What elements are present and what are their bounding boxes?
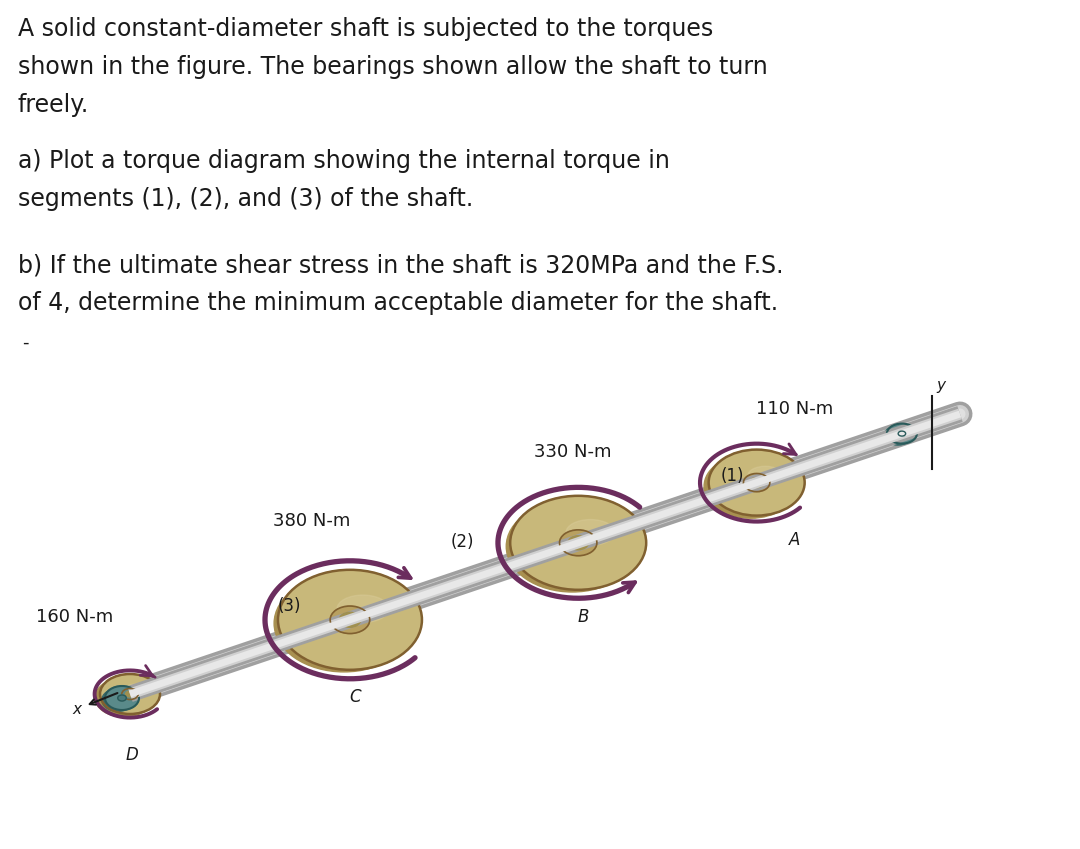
- Text: A solid constant-diameter shaft is subjected to the torques: A solid constant-diameter shaft is subje…: [18, 17, 713, 41]
- Ellipse shape: [566, 520, 615, 545]
- Ellipse shape: [887, 424, 917, 443]
- Ellipse shape: [124, 684, 146, 695]
- Text: C: C: [349, 688, 361, 706]
- Ellipse shape: [507, 501, 638, 592]
- Ellipse shape: [510, 496, 646, 590]
- Text: a) Plot a torque diagram showing the internal torque in: a) Plot a torque diagram showing the int…: [18, 149, 670, 173]
- Ellipse shape: [708, 450, 805, 515]
- Ellipse shape: [899, 431, 906, 436]
- Text: 160 N-m: 160 N-m: [37, 608, 113, 626]
- Text: freely.: freely.: [18, 93, 90, 117]
- Ellipse shape: [743, 474, 770, 492]
- Text: 380 N-m: 380 N-m: [273, 512, 351, 530]
- Ellipse shape: [559, 530, 597, 556]
- Text: x: x: [72, 702, 81, 717]
- Ellipse shape: [704, 454, 797, 518]
- Text: (1): (1): [720, 467, 744, 485]
- Ellipse shape: [278, 570, 422, 670]
- Text: -: -: [22, 334, 28, 352]
- Ellipse shape: [100, 674, 160, 714]
- Ellipse shape: [883, 426, 913, 445]
- Text: (2): (2): [451, 532, 474, 551]
- Ellipse shape: [125, 691, 135, 697]
- Ellipse shape: [750, 478, 764, 487]
- Ellipse shape: [339, 612, 361, 627]
- Text: 110 N-m: 110 N-m: [756, 400, 834, 418]
- Text: 330 N-m: 330 N-m: [535, 443, 612, 461]
- Ellipse shape: [568, 536, 589, 550]
- Ellipse shape: [274, 575, 414, 672]
- Text: of 4, determine the minimum acceptable diameter for the shaft.: of 4, determine the minimum acceptable d…: [18, 291, 778, 315]
- Ellipse shape: [337, 595, 389, 622]
- Ellipse shape: [95, 678, 153, 717]
- Text: y: y: [936, 378, 945, 392]
- Ellipse shape: [102, 689, 134, 711]
- Text: D: D: [125, 746, 138, 764]
- Ellipse shape: [118, 695, 126, 701]
- Ellipse shape: [748, 466, 783, 485]
- Text: b) If the ultimate shear stress in the shaft is 320MPa and the F.S.: b) If the ultimate shear stress in the s…: [18, 253, 783, 277]
- Text: B: B: [578, 608, 589, 626]
- Text: A: A: [789, 531, 800, 548]
- Text: shown in the figure. The bearings shown allow the shaft to turn: shown in the figure. The bearings shown …: [18, 55, 768, 79]
- Ellipse shape: [330, 606, 369, 633]
- Ellipse shape: [105, 686, 139, 710]
- Text: segments (1), (2), and (3) of the shaft.: segments (1), (2), and (3) of the shaft.: [18, 187, 473, 211]
- Ellipse shape: [122, 689, 138, 700]
- Text: (3): (3): [278, 597, 301, 615]
